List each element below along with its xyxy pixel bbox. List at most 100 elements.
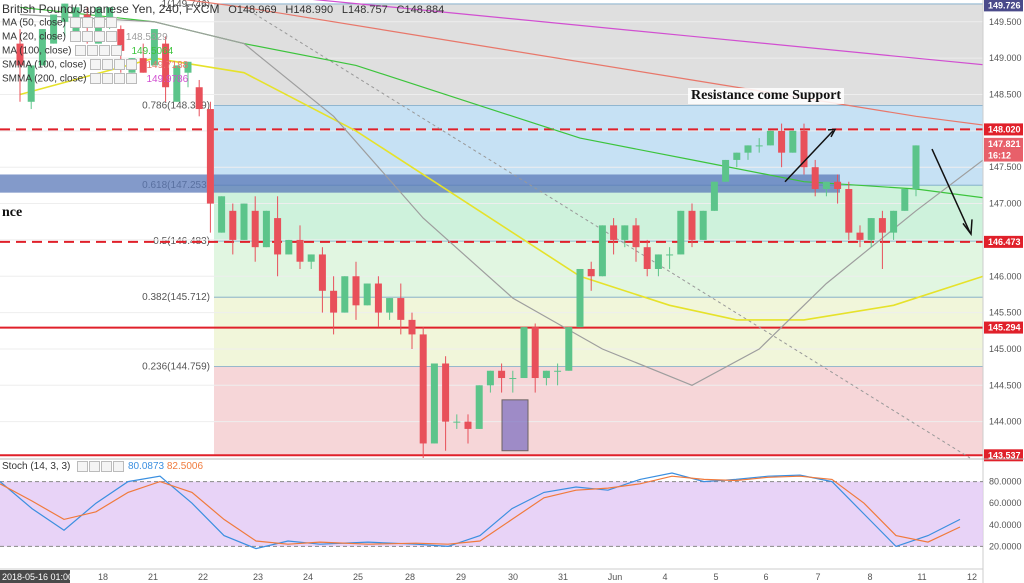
candle-body[interactable] <box>38 29 46 66</box>
candle-body[interactable] <box>106 7 114 22</box>
candle-body[interactable] <box>218 196 226 233</box>
candle-body[interactable] <box>430 363 438 444</box>
candle-body[interactable] <box>50 14 58 44</box>
settings-icon[interactable] <box>102 58 114 70</box>
candle-body[interactable] <box>486 370 494 386</box>
candle-body[interactable] <box>397 298 405 320</box>
candle-body[interactable] <box>677 210 685 255</box>
close-icon[interactable] <box>93 16 105 28</box>
candle-body[interactable] <box>240 203 248 240</box>
candle-body[interactable] <box>475 385 483 429</box>
candle-body[interactable] <box>419 334 427 444</box>
more-icon[interactable] <box>105 16 117 28</box>
candle-body[interactable] <box>822 181 830 190</box>
candle-body[interactable] <box>789 130 797 153</box>
candle-body[interactable] <box>251 210 259 248</box>
candle-body[interactable] <box>341 276 349 313</box>
more-icon[interactable] <box>126 58 138 70</box>
candle-body[interactable] <box>195 87 203 110</box>
more-icon[interactable] <box>111 44 123 56</box>
indicator-label[interactable]: SMMA (100, close) <box>2 59 87 71</box>
candle-body[interactable] <box>520 327 528 379</box>
candle-body[interactable] <box>229 210 237 240</box>
candle-body[interactable] <box>654 254 662 269</box>
more-icon[interactable] <box>105 30 117 42</box>
candle-body[interactable] <box>811 167 819 190</box>
candle-body[interactable] <box>643 247 651 269</box>
candle-body[interactable] <box>296 239 304 262</box>
candle-body[interactable] <box>587 268 595 277</box>
eye-icon[interactable] <box>75 44 87 56</box>
close-icon[interactable] <box>114 72 126 84</box>
candle-body[interactable] <box>598 225 606 277</box>
candle-body[interactable] <box>878 218 886 233</box>
candle-body[interactable] <box>778 130 786 153</box>
candle-body[interactable] <box>374 283 382 313</box>
candle-body[interactable] <box>845 189 853 233</box>
close-icon[interactable] <box>93 30 105 42</box>
eye-icon[interactable] <box>69 30 81 42</box>
candle-body[interactable] <box>262 210 270 248</box>
candle-body[interactable] <box>722 159 730 182</box>
candle-body[interactable] <box>710 181 718 211</box>
candle-body[interactable] <box>352 276 360 306</box>
candle-body[interactable] <box>621 225 629 240</box>
settings-icon[interactable] <box>89 461 101 472</box>
candle-body[interactable] <box>285 239 293 255</box>
candle-body[interactable] <box>206 109 214 204</box>
candle-body[interactable] <box>363 283 371 306</box>
candle-body[interactable] <box>733 152 741 160</box>
eye-icon[interactable] <box>77 461 89 472</box>
candle-body[interactable] <box>856 232 864 240</box>
eye-icon[interactable] <box>69 16 81 28</box>
candle-body[interactable] <box>755 145 763 147</box>
indicator-label[interactable]: MA (50, close) <box>2 17 66 29</box>
candle-body[interactable] <box>184 61 192 73</box>
candle-body[interactable] <box>453 421 461 423</box>
candle-body[interactable] <box>307 254 315 262</box>
more-icon[interactable] <box>126 72 138 84</box>
candle-body[interactable] <box>890 210 898 233</box>
close-icon[interactable] <box>101 461 113 472</box>
more-icon[interactable] <box>113 461 125 472</box>
close-icon[interactable] <box>99 44 111 56</box>
candle-body[interactable] <box>610 225 618 240</box>
candle-body[interactable] <box>867 218 875 240</box>
eye-icon[interactable] <box>90 58 102 70</box>
candle-body[interactable] <box>162 43 170 88</box>
candle-body[interactable] <box>173 65 181 102</box>
candle-body[interactable] <box>150 29 158 66</box>
instrument-title[interactable]: British Pound/Japanese Yen, 240, FXCM <box>2 2 220 16</box>
candle-body[interactable] <box>834 181 842 190</box>
indicator-label[interactable]: SMMA (200, close) <box>2 73 87 85</box>
indicator-label[interactable]: MA (100, close) <box>2 45 72 57</box>
settings-icon[interactable] <box>81 16 93 28</box>
candle-body[interactable] <box>531 327 539 379</box>
candle-body[interactable] <box>744 145 752 153</box>
candle-body[interactable] <box>576 268 584 328</box>
candle-body[interactable] <box>565 327 573 371</box>
candle-body[interactable] <box>688 210 696 240</box>
candle-body[interactable] <box>554 370 562 372</box>
indicator-label[interactable]: MA (20, close) <box>2 31 66 43</box>
candle-body[interactable] <box>386 298 394 313</box>
candle-body[interactable] <box>139 58 147 73</box>
candle-body[interactable] <box>766 130 774 146</box>
candle-body[interactable] <box>666 254 674 256</box>
candle-body[interactable] <box>27 65 35 102</box>
candle-body[interactable] <box>498 370 506 379</box>
candle-body[interactable] <box>912 145 920 190</box>
candle-body[interactable] <box>632 225 640 248</box>
candle-body[interactable] <box>117 29 125 51</box>
settings-icon[interactable] <box>81 30 93 42</box>
eye-icon[interactable] <box>90 72 102 84</box>
candle-body[interactable] <box>901 189 909 211</box>
candle-body[interactable] <box>274 218 282 255</box>
candle-body[interactable] <box>464 421 472 429</box>
candle-body[interactable] <box>61 3 69 22</box>
settings-icon[interactable] <box>87 44 99 56</box>
candle-body[interactable] <box>330 290 338 313</box>
candle-body[interactable] <box>699 210 707 240</box>
candle-body[interactable] <box>318 254 326 291</box>
